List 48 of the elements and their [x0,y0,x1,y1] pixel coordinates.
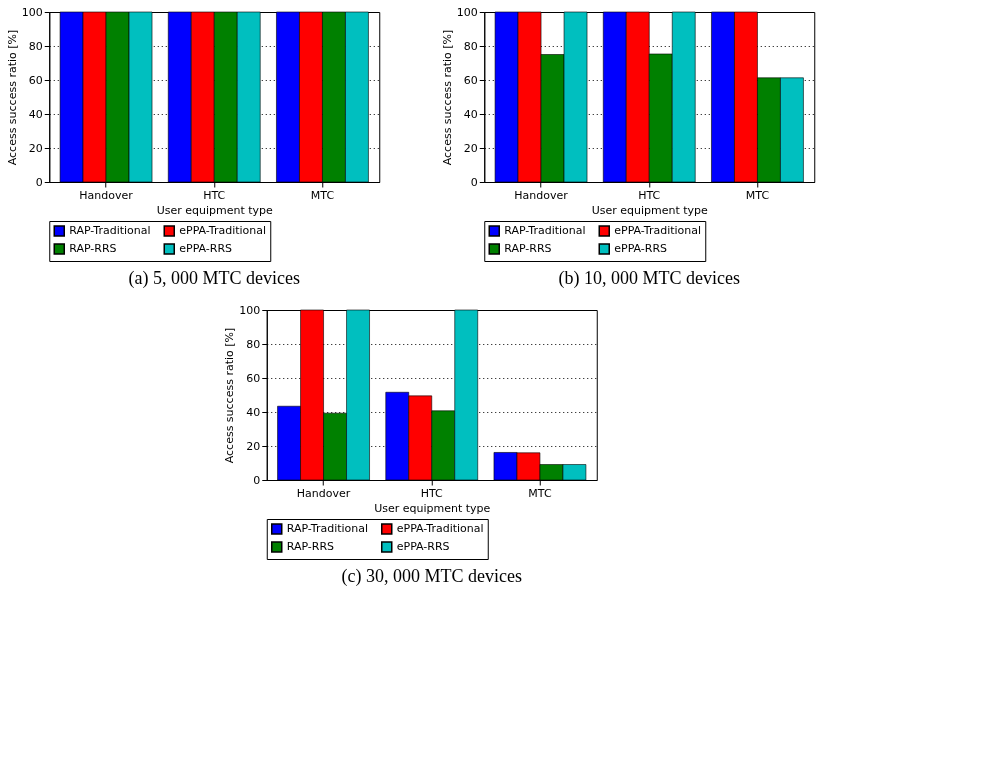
x-tick-label: MTC [310,188,335,202]
y-tick-label: 40 [463,107,478,121]
legend-label: RAP-RRS [286,540,335,553]
legend-label: RAP-Traditional [69,224,151,237]
y-tick-label: 100 [239,303,261,317]
y-tick-label: 100 [456,5,478,19]
y-axis-title: Access success ratio [%] [440,29,454,166]
x-axis-title: User equipment type [591,203,709,217]
legend-label: RAP-RRS [69,242,117,255]
y-tick-label: 60 [246,371,261,385]
legend-label: RAP-Traditional [504,224,586,237]
y-tick-label: 80 [28,39,43,53]
y-tick-label: 0 [35,175,43,189]
text: (b) 10, 000 MTC devices [558,267,740,289]
legend-label: ePPA-Traditional [179,224,267,237]
legend-label: ePPA-Traditional [614,224,702,237]
y-axis-title: Access success ratio [%] [223,327,237,464]
x-tick-label: HTC [638,188,661,202]
text: (c) 30, 000 MTC devices [341,565,522,587]
x-tick-label: Handover [296,486,351,500]
x-tick-label: MTC [528,486,552,500]
y-tick-label: 60 [28,73,43,87]
y-tick-label: 20 [28,141,43,155]
x-tick-label: Handover [514,188,569,202]
x-tick-label: MTC [745,188,770,202]
y-tick-label: 20 [463,141,478,155]
legend-label: ePPA-Traditional [396,522,484,535]
legend-label: RAP-Traditional [286,522,369,535]
legend-label: ePPA-RRS [614,242,668,255]
y-tick-label: 80 [246,337,261,351]
y-tick-label: 40 [28,107,43,121]
x-tick-label: Handover [79,188,134,202]
y-tick-label: 100 [21,5,43,19]
x-axis-title: User equipment type [374,501,491,515]
x-tick-label: HTC [420,486,444,500]
legend-label: ePPA-RRS [396,540,450,553]
y-tick-label: 0 [253,473,261,487]
y-tick-label: 40 [246,405,261,419]
x-tick-label: HTC [203,188,226,202]
legend-label: ePPA-RRS [179,242,233,255]
text: (a) 5, 000 MTC devices [128,267,300,289]
y-axis-title: Access success ratio [%] [5,29,19,166]
y-tick-label: 60 [463,73,478,87]
y-tick-label: 0 [470,175,478,189]
y-tick-label: 80 [463,39,478,53]
legend-label: RAP-RRS [504,242,552,255]
y-tick-label: 20 [246,439,261,453]
x-axis-title: User equipment type [156,203,274,217]
